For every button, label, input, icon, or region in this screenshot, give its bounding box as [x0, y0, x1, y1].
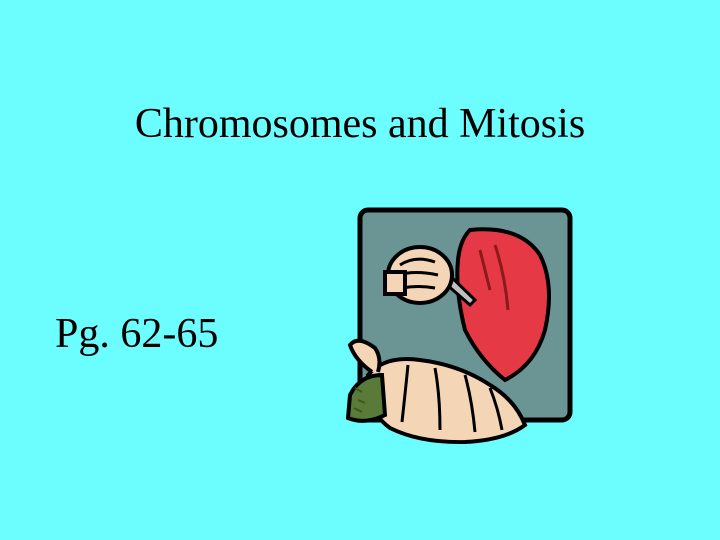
illustration-clipart [340, 200, 590, 450]
page-reference: Pg. 62-65 [55, 310, 218, 358]
slide-title: Chromosomes and Mitosis [0, 100, 720, 148]
